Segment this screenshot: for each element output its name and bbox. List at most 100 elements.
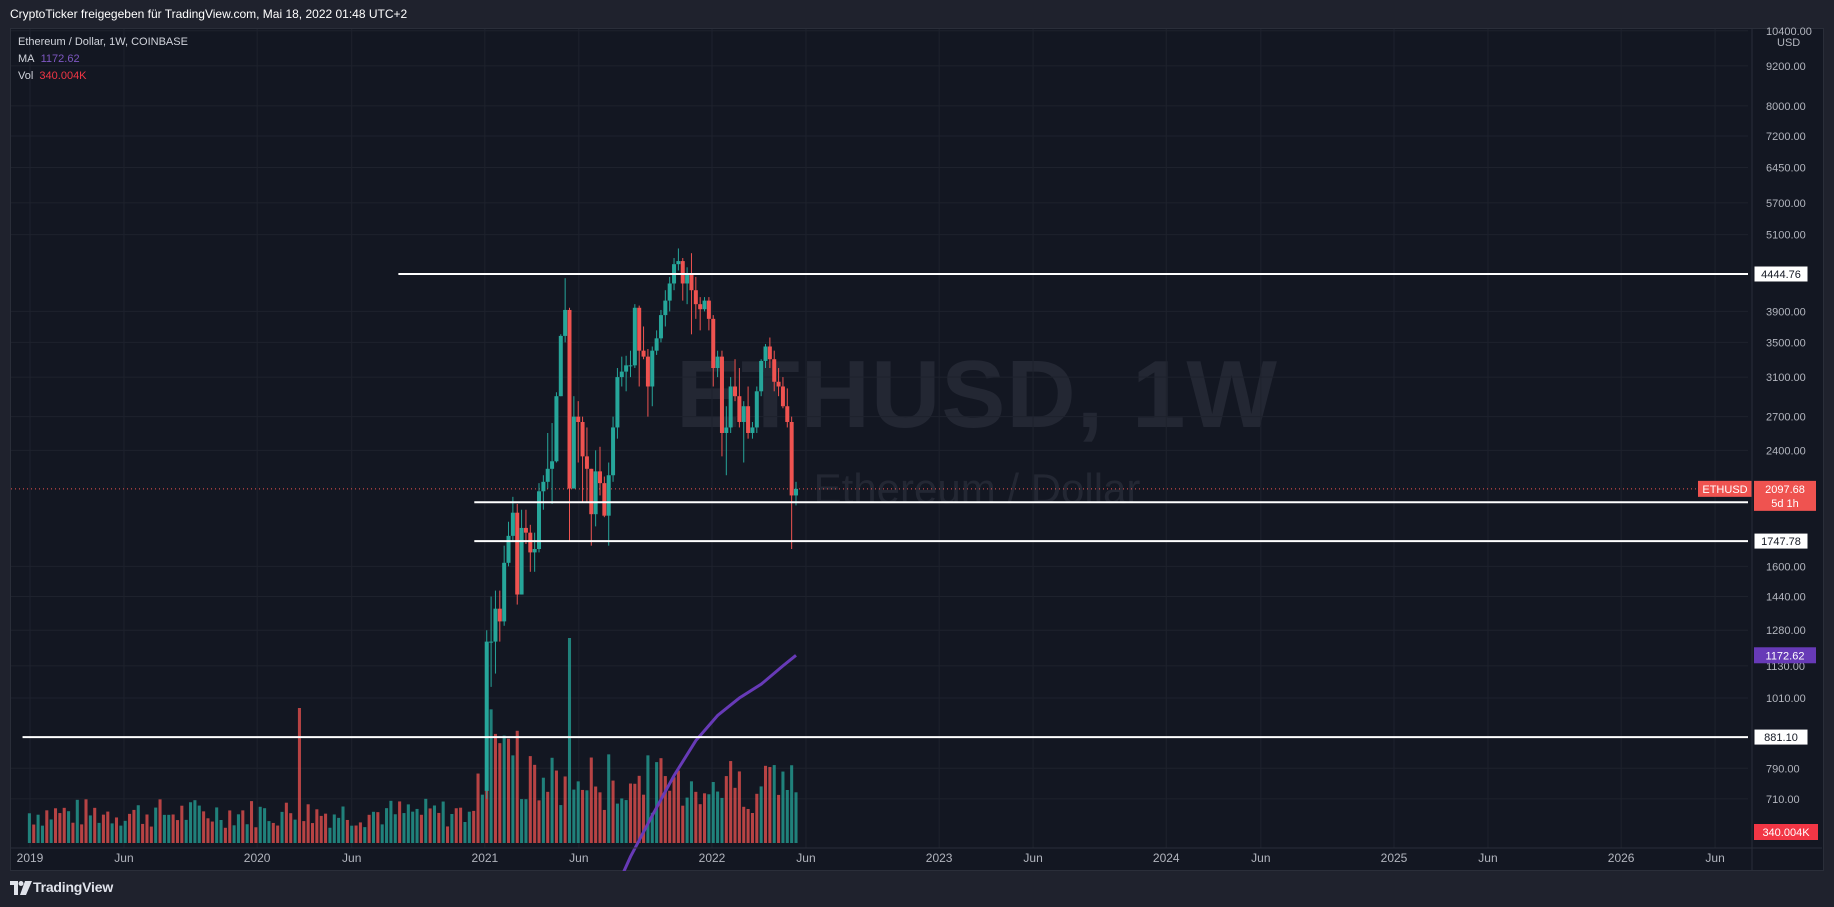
candle-body xyxy=(706,300,711,319)
candle-body xyxy=(576,416,581,422)
y-tick-label: 5100.00 xyxy=(1766,230,1806,242)
candle-body xyxy=(746,406,751,433)
legend-symbol: Ethereum / Dollar, 1W, COINBASE xyxy=(18,36,188,48)
volume-bar xyxy=(602,809,606,843)
x-tick-label: Jun xyxy=(796,851,815,865)
volume-bar xyxy=(650,812,654,843)
candle-body xyxy=(641,350,646,357)
volume-bar xyxy=(493,733,497,843)
candle-body xyxy=(776,381,781,387)
volume-bar xyxy=(472,810,476,843)
x-tick-label: Jun xyxy=(1023,851,1042,865)
volume-bar xyxy=(611,780,615,843)
candle-body xyxy=(759,360,764,392)
volume-bar xyxy=(175,820,180,843)
volume-bar xyxy=(128,813,132,843)
volume-bar xyxy=(293,819,297,843)
volume-bar xyxy=(197,805,201,843)
volume-bar xyxy=(49,819,53,843)
y-tick-label: 3900.00 xyxy=(1766,306,1806,318)
y-axis-unit: USD xyxy=(1777,37,1800,49)
ma-price-tag xyxy=(1754,647,1816,664)
volume-bar xyxy=(546,791,550,843)
volume-bar xyxy=(663,776,667,843)
volume-bar xyxy=(437,812,441,843)
candle-body xyxy=(794,488,799,496)
volume-bar xyxy=(67,811,71,843)
volume-bar xyxy=(337,817,341,843)
volume-bar xyxy=(167,814,171,843)
legend-ma-value: 1172.62 xyxy=(40,53,80,65)
candle-body xyxy=(637,307,642,351)
candle-body xyxy=(515,512,520,595)
level-price-label: 881.10 xyxy=(1764,732,1798,744)
candle-body xyxy=(624,365,629,372)
y-tick-label: 3500.00 xyxy=(1766,337,1806,349)
volume-bar xyxy=(141,823,145,843)
x-tick-label: 2020 xyxy=(244,851,271,865)
candle-body xyxy=(506,535,511,563)
bar-countdown-label: 5d 1h xyxy=(1771,498,1799,510)
volume-bar xyxy=(324,813,328,843)
x-tick-label: 2026 xyxy=(1608,851,1635,865)
volume-bar xyxy=(171,814,175,843)
volume-bar xyxy=(432,805,436,843)
volume-bar xyxy=(284,802,288,843)
candle-body xyxy=(711,318,716,369)
volume-bar xyxy=(528,756,532,843)
y-tick-label: 1130.00 xyxy=(1766,661,1805,673)
volume-bar xyxy=(358,822,362,843)
volume-bar xyxy=(306,804,310,843)
volume-bar xyxy=(533,764,537,843)
volume-bar xyxy=(162,814,166,843)
candle-body xyxy=(611,427,616,476)
y-tick-label: 6450.00 xyxy=(1766,162,1806,174)
legend-ma-label: MA xyxy=(18,53,35,65)
volume-bar xyxy=(689,781,693,843)
volume-bar xyxy=(424,798,428,843)
last-price-label: 2097.68 xyxy=(1765,484,1805,496)
candle-body xyxy=(593,471,598,515)
volume-bar xyxy=(319,815,323,843)
volume-bar xyxy=(785,789,789,843)
candle-body xyxy=(628,365,633,367)
candle-body xyxy=(489,641,494,643)
volume-bar xyxy=(537,800,541,843)
candle-body xyxy=(772,359,777,382)
volume-bar xyxy=(676,770,680,843)
volume-bar xyxy=(271,822,275,843)
volume-bar xyxy=(698,804,702,843)
volume-bar xyxy=(720,797,724,843)
volume-bar xyxy=(763,765,768,843)
volume-bar xyxy=(189,802,193,843)
tradingview-brand[interactable]: TradingView xyxy=(33,879,114,895)
volume-bar xyxy=(589,757,593,843)
volume-bar xyxy=(502,735,506,843)
candle-body xyxy=(693,290,698,305)
candle-body xyxy=(523,527,528,533)
volume-bar xyxy=(350,825,354,843)
y-tick-label: 5700.00 xyxy=(1766,198,1806,210)
volume-bar xyxy=(402,813,406,843)
volume-bar xyxy=(106,811,110,843)
candle-body xyxy=(658,315,663,339)
volume-bar xyxy=(550,757,554,843)
level-price-tag xyxy=(1753,728,1809,746)
volume-bar xyxy=(58,813,62,843)
chart-panel[interactable] xyxy=(10,28,1824,871)
volume-bar xyxy=(101,814,105,843)
volume-bar xyxy=(794,792,798,843)
volume-bar xyxy=(280,811,284,843)
candle-body xyxy=(632,307,637,366)
volume-bar xyxy=(406,804,410,843)
x-tick-label: Jun xyxy=(1251,851,1270,865)
volume-bar xyxy=(289,813,293,843)
volume-bar xyxy=(450,813,454,843)
volume-bar xyxy=(45,810,49,843)
volume-bar xyxy=(393,814,397,843)
candle-body xyxy=(493,608,498,642)
volume-bar xyxy=(223,827,227,843)
volume-bar xyxy=(467,811,471,843)
candle-body xyxy=(550,461,555,469)
